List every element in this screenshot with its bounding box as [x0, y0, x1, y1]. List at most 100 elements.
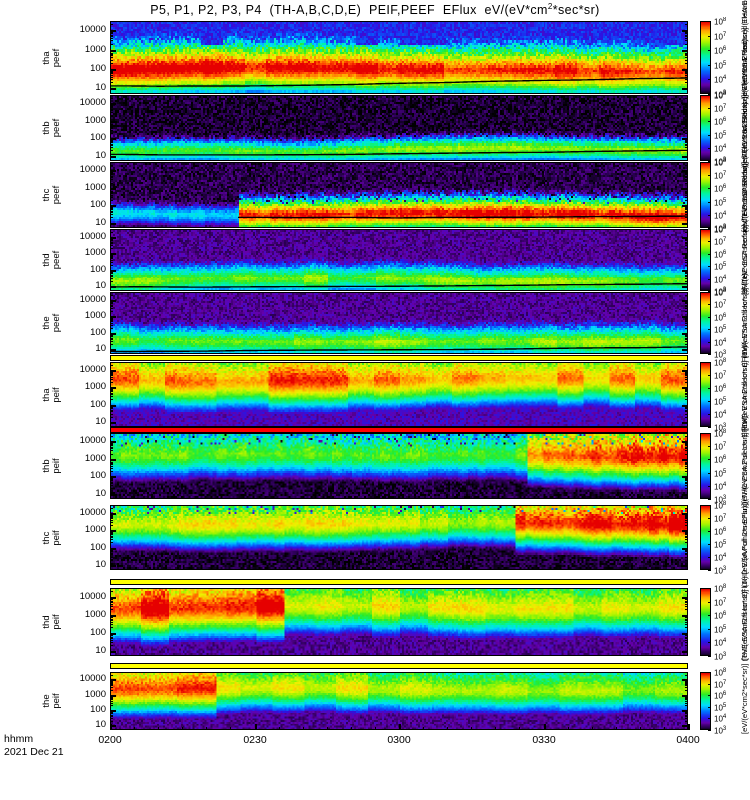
y-tick-label: 10000	[79, 364, 106, 375]
y-tick-label: 1000	[84, 453, 106, 464]
panel-separator-the-peif	[110, 663, 688, 669]
y-minor-tick	[110, 393, 113, 394]
colorbar-tick-label: 103	[714, 157, 727, 167]
y-tick-label: 100	[90, 327, 106, 338]
spectrogram-panel-the-peef[interactable]	[110, 292, 688, 354]
y-minor-tick	[110, 620, 113, 621]
colorbar-gradient	[701, 96, 710, 160]
y-tick-label: 10	[95, 343, 106, 354]
title-units-tail: *sec*sr)	[552, 3, 600, 18]
y-minor-tick	[685, 375, 688, 376]
y-minor-tick	[110, 60, 113, 61]
y-minor-tick	[110, 699, 113, 700]
y-minor-tick	[110, 276, 113, 277]
y-minor-tick	[685, 125, 688, 126]
y-minor-tick	[110, 405, 113, 406]
y-tick-mark	[110, 286, 116, 288]
y-tick-mark	[110, 205, 116, 207]
y-minor-tick	[110, 191, 113, 192]
y-minor-tick	[685, 685, 688, 686]
y-minor-tick	[685, 394, 688, 395]
y-minor-tick	[110, 550, 113, 551]
colorbar-tick-mark	[708, 531, 711, 532]
y-minor-tick	[110, 635, 113, 636]
colorbar-tick-mark	[708, 354, 711, 355]
y-minor-tick	[685, 189, 688, 190]
y-minor-tick	[110, 488, 113, 489]
colorbar-the-peef[interactable]	[700, 292, 711, 354]
y-minor-tick	[110, 248, 113, 249]
y-tick-mark	[110, 188, 116, 190]
colorbar-tick-label: 103	[714, 287, 727, 297]
x-minor-tick	[206, 727, 207, 730]
y-tick-mark	[110, 349, 116, 351]
colorbar-tick-label: 106	[714, 117, 727, 127]
y-minor-tick	[685, 308, 688, 309]
spectrogram-panel-thd-peef[interactable]	[110, 229, 688, 291]
colorbar-thb-peef[interactable]	[700, 95, 711, 161]
y-minor-tick	[110, 448, 113, 449]
y-minor-tick	[685, 311, 688, 312]
y-minor-tick	[110, 703, 113, 704]
y-minor-tick	[685, 705, 688, 706]
y-minor-tick	[110, 320, 113, 321]
y-minor-tick	[685, 514, 688, 515]
x-minor-tick	[351, 727, 352, 730]
y-minor-tick	[110, 71, 113, 72]
colorbar-tick-mark	[708, 570, 711, 571]
colorbar-tick-mark	[708, 148, 711, 149]
colorbar-thc-peef[interactable]	[700, 162, 711, 228]
colorbar-the-peif[interactable]	[700, 672, 711, 730]
y-minor-tick	[110, 147, 113, 148]
colorbar-thb-peif[interactable]	[700, 433, 711, 499]
y-minor-tick	[685, 599, 688, 600]
spectrogram-panel-tha-peif[interactable]	[110, 362, 688, 427]
y-minor-tick	[685, 532, 688, 533]
y-tick-mark	[682, 103, 688, 105]
colorbar-tha-peef[interactable]	[700, 21, 711, 94]
spectrogram-image-thb-peef	[111, 96, 687, 160]
y-minor-tick	[685, 468, 688, 469]
spectrogram-panel-thd-peif[interactable]	[110, 588, 688, 656]
panel-label-product: peif	[50, 693, 62, 709]
panel-label-product: peef	[50, 250, 62, 270]
panel-label-product: peif	[50, 614, 62, 630]
spectrogram-panel-thc-peif[interactable]	[110, 505, 688, 570]
y-minor-tick	[110, 464, 113, 465]
y-minor-tick	[685, 542, 688, 543]
colorbar-tha-peif[interactable]	[700, 362, 711, 427]
y-minor-tick	[685, 303, 688, 304]
y-minor-tick	[110, 549, 113, 550]
y-minor-tick	[685, 55, 688, 56]
y-minor-tick	[110, 463, 113, 464]
y-minor-tick	[110, 303, 113, 304]
spectrogram-panel-thb-peef[interactable]	[110, 95, 688, 161]
y-minor-tick	[685, 712, 688, 713]
y-minor-tick	[685, 483, 688, 484]
y-minor-tick	[110, 515, 113, 516]
panel-label-product: peef	[50, 48, 62, 67]
y-minor-tick	[110, 243, 113, 244]
spectrogram-panel-tha-peef[interactable]	[110, 21, 688, 94]
y-minor-tick	[685, 98, 688, 99]
colorbar-thc-peif[interactable]	[700, 505, 711, 570]
spectrogram-panel-the-peif[interactable]	[110, 672, 688, 730]
colorbar-tick-mark	[708, 135, 711, 136]
spectrogram-panel-thc-peef[interactable]	[110, 162, 688, 228]
colorbar-thd-peif[interactable]	[700, 588, 711, 656]
colorbar-gradient	[701, 673, 710, 729]
y-minor-tick	[110, 319, 113, 320]
y-minor-tick	[110, 711, 113, 712]
spectrogram-panel-thb-peif[interactable]	[110, 433, 688, 499]
y-minor-tick	[685, 604, 688, 605]
y-minor-tick	[110, 321, 113, 322]
y-tick-mark	[110, 548, 116, 550]
colorbar-thd-peef[interactable]	[700, 229, 711, 291]
y-tick-label: 1000	[84, 115, 106, 126]
y-minor-tick	[685, 165, 688, 166]
y-minor-tick	[685, 112, 688, 113]
y-tick-label: 10000	[79, 24, 106, 35]
y-minor-tick	[685, 374, 688, 375]
y-minor-tick	[110, 411, 113, 412]
y-minor-tick	[110, 232, 113, 233]
